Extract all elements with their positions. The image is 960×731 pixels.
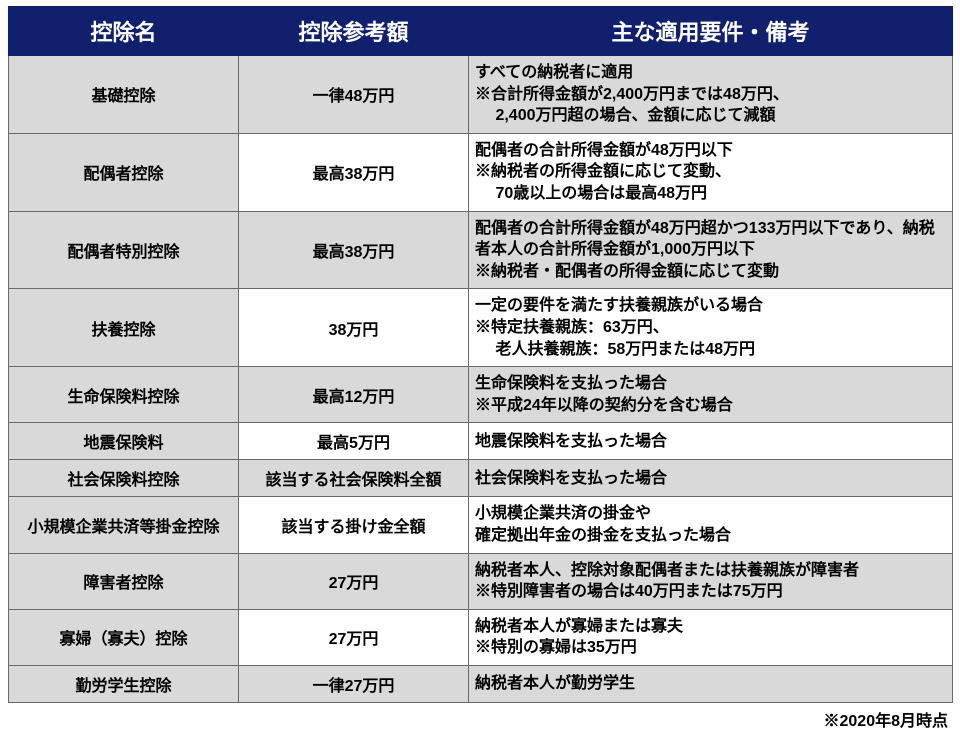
cell-note: 納税者本人が寡婦または寡夫 ※特別の寡婦は35万円 [469,609,953,665]
header-name: 控除名 [9,7,239,56]
cell-amount: 一律27万円 [239,665,469,702]
cell-note: すべての納税者に適用 ※合計所得金額が2,400万円までは48万円、 2,400… [469,56,953,134]
cell-name: 寡婦（寡夫）控除 [9,609,239,665]
cell-note: 納税者本人、控除対象配偶者または扶養親族が障害者 ※特別障害者の場合は40万円ま… [469,553,953,609]
cell-name: 配偶者特別控除 [9,211,239,289]
cell-amount: 最高5万円 [239,423,469,460]
table-row: 寡婦（寡夫）控除27万円納税者本人が寡婦または寡夫 ※特別の寡婦は35万円 [9,609,953,665]
cell-amount: 27万円 [239,553,469,609]
table-row: 障害者控除27万円納税者本人、控除対象配偶者または扶養親族が障害者 ※特別障害者… [9,553,953,609]
table-row: 社会保険料控除該当する社会保険料全額社会保険料を支払った場合 [9,460,953,497]
cell-amount: 27万円 [239,609,469,665]
footnote: ※2020年8月時点 [8,707,952,731]
cell-amount: 該当する掛け金全額 [239,497,469,553]
header-row: 控除名 控除参考額 主な適用要件・備考 [9,7,953,56]
cell-note: 一定の要件を満たす扶養親族がいる場合 ※特定扶養親族：63万円、 老人扶養親族：… [469,289,953,367]
cell-name: 小規模企業共済等掛金控除 [9,497,239,553]
table-row: 生命保険料控除最高12万円生命保険料を支払った場合 ※平成24年以降の契約分を含… [9,367,953,423]
cell-name: 社会保険料控除 [9,460,239,497]
cell-note: 配偶者の合計所得金額が48万円以下 ※納税者の所得金額に応じて変動、 70歳以上… [469,133,953,211]
cell-name: 配偶者控除 [9,133,239,211]
table-row: 配偶者控除最高38万円配偶者の合計所得金額が48万円以下 ※納税者の所得金額に応… [9,133,953,211]
table-body: 基礎控除一律48万円すべての納税者に適用 ※合計所得金額が2,400万円までは4… [9,56,953,703]
table-row: 勤労学生控除一律27万円納税者本人が勤労学生 [9,665,953,702]
cell-name: 勤労学生控除 [9,665,239,702]
cell-note: 配偶者の合計所得金額が48万円超かつ133万円以下であり、納税者本人の合計所得金… [469,211,953,289]
deduction-table: 控除名 控除参考額 主な適用要件・備考 基礎控除一律48万円すべての納税者に適用… [8,6,953,703]
table-row: 地震保険料最高5万円地震保険料を支払った場合 [9,423,953,460]
cell-note: 納税者本人が勤労学生 [469,665,953,702]
cell-name: 障害者控除 [9,553,239,609]
cell-name: 扶養控除 [9,289,239,367]
header-amount: 控除参考額 [239,7,469,56]
cell-amount: 最高38万円 [239,133,469,211]
cell-note: 小規模企業共済の掛金や 確定拠出年金の掛金を支払った場合 [469,497,953,553]
cell-name: 地震保険料 [9,423,239,460]
cell-note: 社会保険料を支払った場合 [469,460,953,497]
table-row: 小規模企業共済等掛金控除該当する掛け金全額小規模企業共済の掛金や 確定拠出年金の… [9,497,953,553]
cell-note: 生命保険料を支払った場合 ※平成24年以降の契約分を含む場合 [469,367,953,423]
table-row: 基礎控除一律48万円すべての納税者に適用 ※合計所得金額が2,400万円までは4… [9,56,953,134]
cell-amount: 最高38万円 [239,211,469,289]
cell-name: 基礎控除 [9,56,239,134]
table-row: 配偶者特別控除最高38万円配偶者の合計所得金額が48万円超かつ133万円以下であ… [9,211,953,289]
table-row: 扶養控除38万円一定の要件を満たす扶養親族がいる場合 ※特定扶養親族：63万円、… [9,289,953,367]
header-note: 主な適用要件・備考 [469,7,953,56]
cell-amount: 該当する社会保険料全額 [239,460,469,497]
cell-amount: 最高12万円 [239,367,469,423]
cell-name: 生命保険料控除 [9,367,239,423]
cell-note: 地震保険料を支払った場合 [469,423,953,460]
cell-amount: 一律48万円 [239,56,469,134]
cell-amount: 38万円 [239,289,469,367]
